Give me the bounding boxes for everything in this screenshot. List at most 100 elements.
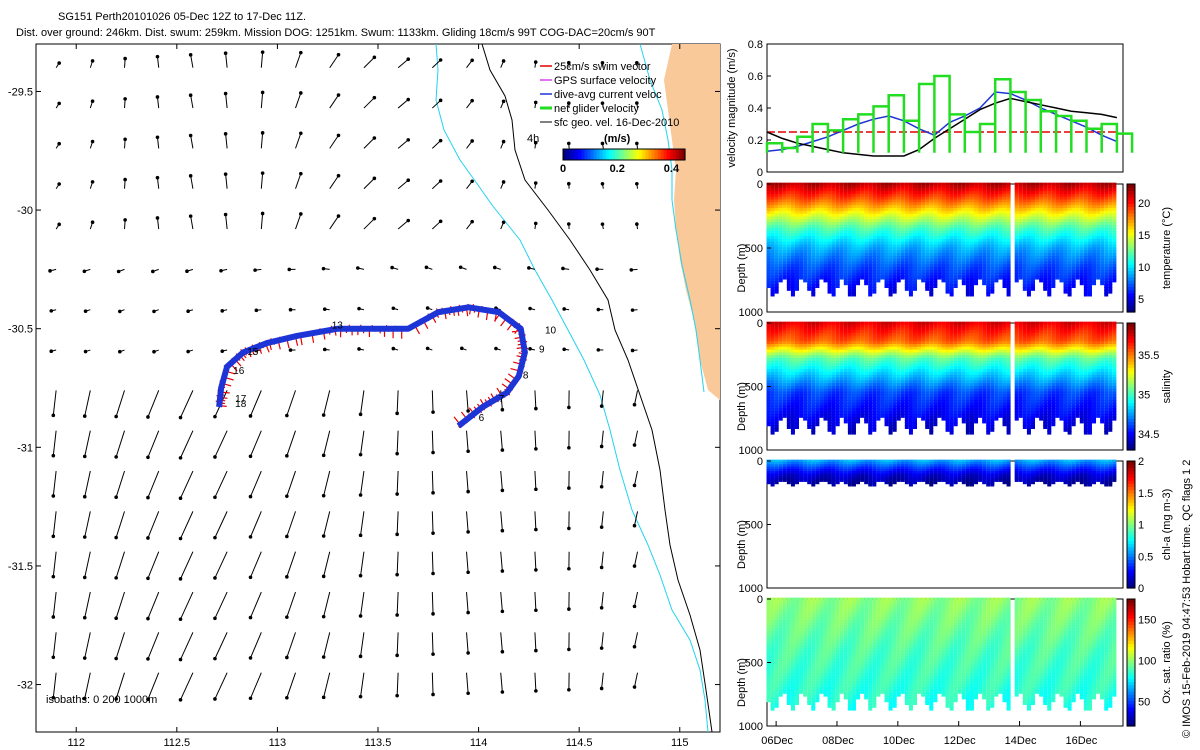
geo-vector-head	[372, 136, 377, 140]
profile-sample	[795, 284, 800, 289]
profile-sample	[880, 267, 885, 272]
profile-sample	[860, 199, 865, 204]
geo-vector	[363, 218, 375, 230]
profile-sample	[843, 199, 848, 204]
profile-sample	[872, 216, 877, 221]
geo-vector-head	[336, 214, 341, 218]
geo-vector-head	[567, 647, 571, 652]
profile-sample	[1014, 213, 1019, 218]
geo-vector-head	[57, 61, 61, 65]
geo-vector-head	[600, 222, 605, 226]
profile-sample	[937, 269, 942, 274]
geo-vector-head	[260, 171, 265, 175]
profile-sample	[953, 255, 958, 260]
profile-sample	[819, 219, 824, 224]
profile-sample	[941, 185, 946, 190]
profile-sample	[827, 281, 832, 286]
profile-sample	[892, 233, 897, 238]
profile-sample	[929, 213, 934, 218]
profile-sample	[969, 216, 974, 221]
profile-sample	[811, 269, 816, 274]
track-day-label: 7	[499, 394, 505, 405]
colorbar-cell	[608, 149, 613, 160]
profile-sample	[811, 199, 816, 204]
track-day-label: 18	[235, 399, 247, 410]
profile-sample	[831, 261, 836, 266]
geo-vector	[295, 92, 302, 109]
profile-sample	[994, 191, 999, 196]
profile-sample	[941, 224, 946, 229]
profile-sample	[872, 222, 877, 227]
geo-vector-head	[178, 657, 183, 662]
profile-sample	[823, 258, 828, 263]
profile-sample	[799, 258, 804, 263]
geo-vector-head	[562, 307, 566, 311]
profile-sample	[908, 275, 913, 280]
profile-sample	[884, 222, 889, 227]
profile-sample	[778, 216, 783, 221]
profile-sample	[929, 241, 934, 246]
profile-sample	[864, 205, 869, 210]
profile-sample	[811, 222, 816, 227]
profile-sample	[851, 191, 856, 196]
profile-sample	[941, 275, 946, 280]
profile-sample	[782, 236, 787, 241]
profile-sample	[912, 216, 917, 221]
profile-sample	[819, 222, 824, 227]
profile-sample	[990, 289, 995, 294]
profile-sample	[900, 244, 905, 249]
profile-sample	[896, 238, 901, 243]
profile-sample	[949, 272, 954, 277]
profile-sample	[807, 196, 812, 201]
geo-vector-head	[51, 413, 56, 418]
geo-vector	[180, 470, 194, 499]
profile-sample	[945, 205, 950, 210]
profile-sample	[1018, 188, 1023, 193]
profile-sample	[839, 413, 844, 418]
profile-sample	[896, 207, 901, 212]
profile-sample	[969, 253, 974, 258]
profile-sample	[811, 267, 816, 272]
profile-sample	[941, 244, 946, 249]
profile-sample	[892, 269, 897, 274]
profile-sample	[908, 233, 913, 238]
profile-sample	[969, 238, 974, 243]
profile-sample	[795, 224, 800, 229]
geo-vector-head	[501, 139, 506, 144]
profile-sample	[929, 292, 934, 297]
profile-sample	[961, 255, 966, 260]
profile-sample	[965, 196, 970, 201]
geo-vector-head	[299, 131, 303, 136]
profile-sample	[994, 261, 999, 266]
profile-sample	[774, 284, 779, 289]
profile-sample	[969, 275, 974, 280]
profile-sample	[917, 244, 922, 249]
profile-sample	[819, 250, 824, 255]
profile-sample	[974, 255, 979, 260]
profile-sample	[856, 264, 861, 269]
geo-vector	[52, 470, 57, 497]
profile-sample	[945, 286, 950, 291]
profile-sample	[880, 247, 885, 252]
profile-sample	[795, 213, 800, 218]
profile-sample	[1006, 233, 1011, 238]
profile-sample	[892, 236, 897, 241]
panel-colorbar-tick-label: 5	[1138, 294, 1144, 306]
profile-sample	[921, 275, 926, 280]
profile-sample	[929, 219, 934, 224]
profile-sample	[957, 210, 962, 215]
profile-sample	[815, 261, 820, 266]
profile-sample	[900, 258, 905, 263]
profile-sample	[896, 202, 901, 207]
profile-sample	[1014, 247, 1019, 252]
profile-sample	[1006, 289, 1011, 294]
profile-sample	[803, 255, 808, 260]
profile-sample	[986, 233, 991, 238]
profile-sample	[912, 247, 917, 252]
profile-sample	[941, 272, 946, 277]
profile-sample	[770, 199, 775, 204]
profile-sample	[786, 275, 791, 280]
profile-sample	[961, 267, 966, 272]
profile-sample	[835, 238, 840, 243]
geo-vector-head	[567, 607, 571, 611]
